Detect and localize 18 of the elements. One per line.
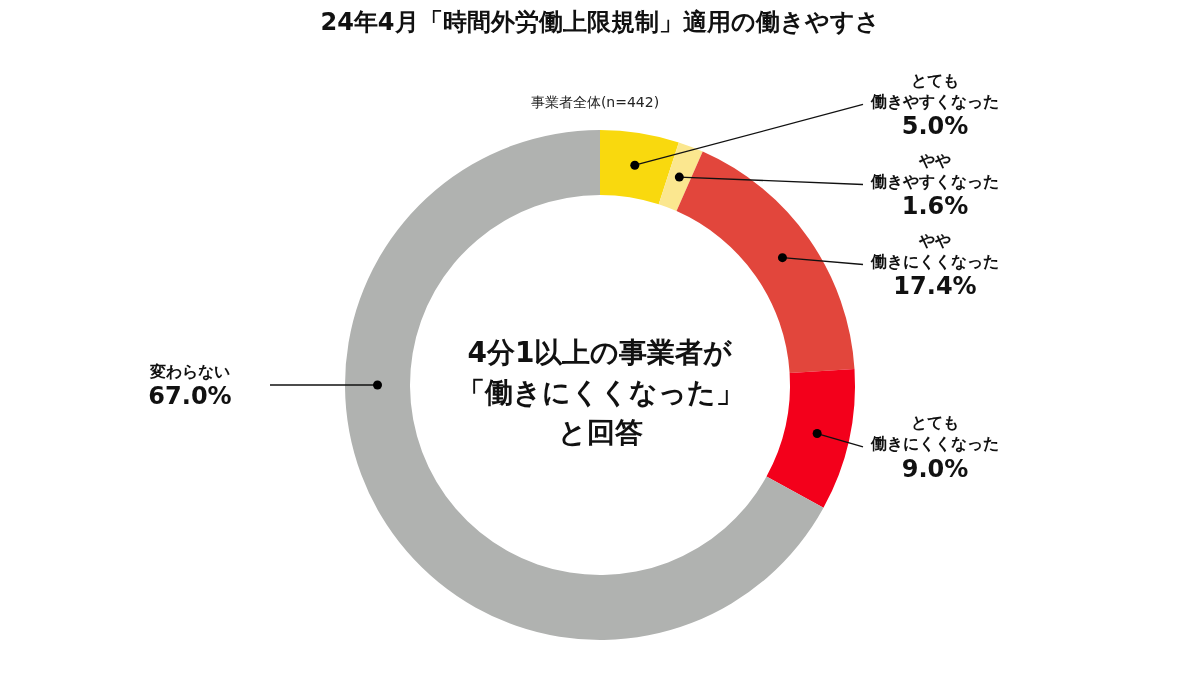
donut-slice — [676, 151, 855, 374]
chart-title: 24年4月「時間外労働上限規制」適用の働きやすさ — [319, 7, 881, 38]
donut-slice — [766, 368, 855, 508]
text: 事業者全体(n=442) — [529, 93, 661, 112]
slice-label: 変わらない — [149, 361, 230, 381]
data-label: 67.0% — [148, 382, 232, 411]
donut-slice — [345, 130, 824, 640]
slice-label: とても働きやすくなった — [870, 70, 999, 111]
donut-slice — [658, 142, 703, 212]
slice-label: やや働きにくくなった — [870, 230, 999, 271]
data-label: 9.0% — [901, 454, 969, 483]
data-label: 17.4% — [893, 272, 977, 301]
data-label: 1.6% — [901, 192, 969, 221]
donut-slice — [600, 130, 679, 205]
text: 4分1以上の事業者が「働きにくくなった」と回答 — [455, 335, 745, 451]
slice-label: やや働きやすくなった — [870, 150, 999, 191]
data-label: 5.0% — [901, 112, 969, 141]
slice-label: とても働きにくくなった — [870, 413, 999, 454]
